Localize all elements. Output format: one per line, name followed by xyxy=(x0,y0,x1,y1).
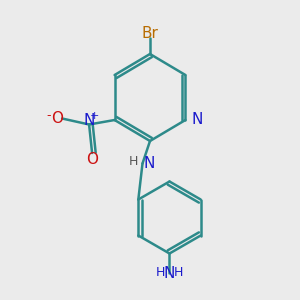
Text: N: N xyxy=(143,156,154,171)
Text: +: + xyxy=(90,111,99,121)
Text: H: H xyxy=(174,266,183,280)
Text: N: N xyxy=(83,113,95,128)
Text: Br: Br xyxy=(142,26,158,40)
Text: O: O xyxy=(86,152,98,167)
Text: H: H xyxy=(156,266,165,280)
Text: -: - xyxy=(46,109,51,122)
Text: O: O xyxy=(51,111,63,126)
Text: N: N xyxy=(191,112,202,128)
Text: H: H xyxy=(129,154,138,168)
Text: N: N xyxy=(164,266,175,280)
